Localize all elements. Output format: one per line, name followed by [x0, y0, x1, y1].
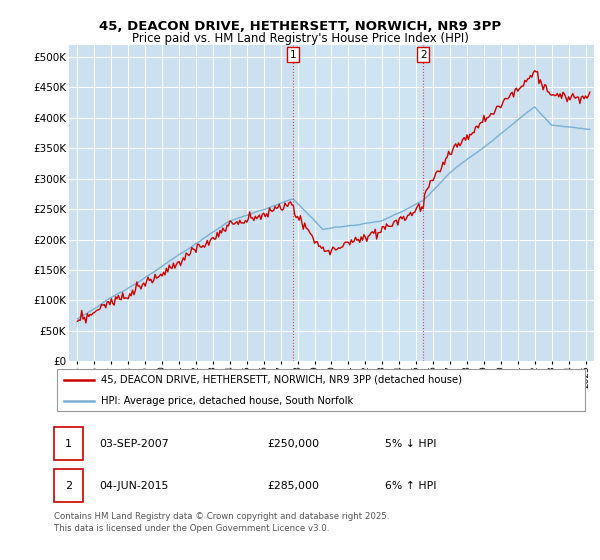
- Text: 6% ↑ HPI: 6% ↑ HPI: [385, 481, 437, 491]
- Text: HPI: Average price, detached house, South Norfolk: HPI: Average price, detached house, Sout…: [101, 396, 353, 406]
- FancyBboxPatch shape: [56, 369, 586, 412]
- Text: Contains HM Land Registry data © Crown copyright and database right 2025.
This d: Contains HM Land Registry data © Crown c…: [54, 512, 389, 533]
- Text: 45, DEACON DRIVE, HETHERSETT, NORWICH, NR9 3PP (detached house): 45, DEACON DRIVE, HETHERSETT, NORWICH, N…: [101, 375, 462, 385]
- Bar: [293, 45, 423, 361]
- Text: Price paid vs. HM Land Registry's House Price Index (HPI): Price paid vs. HM Land Registry's House …: [131, 32, 469, 45]
- Text: 1: 1: [290, 49, 297, 59]
- Text: 2: 2: [65, 481, 72, 491]
- Text: 03-SEP-2007: 03-SEP-2007: [100, 439, 169, 449]
- Text: 04-JUN-2015: 04-JUN-2015: [100, 481, 169, 491]
- Text: 1: 1: [65, 439, 72, 449]
- Text: £250,000: £250,000: [268, 439, 320, 449]
- Text: 45, DEACON DRIVE, HETHERSETT, NORWICH, NR9 3PP: 45, DEACON DRIVE, HETHERSETT, NORWICH, N…: [99, 20, 501, 32]
- FancyBboxPatch shape: [54, 427, 83, 460]
- Text: 5% ↓ HPI: 5% ↓ HPI: [385, 439, 437, 449]
- Text: 2: 2: [420, 49, 427, 59]
- Text: £285,000: £285,000: [268, 481, 320, 491]
- FancyBboxPatch shape: [54, 469, 83, 502]
